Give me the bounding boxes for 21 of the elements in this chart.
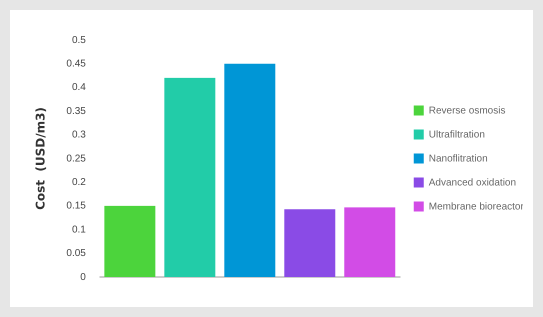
y-tick-label: 0.3 [72,130,86,141]
y-tick-label: 0.4 [72,82,86,94]
legend-label: Nanoflitration [428,153,488,164]
bar [344,207,396,277]
y-tick-label: 0.2 [72,176,86,188]
y-tick-label: 0.35 [66,106,86,117]
legend-label: Ultrafiltration [428,129,485,140]
y-tick-label: 0 [80,272,86,283]
bar [104,206,156,277]
y-tick-label: 0.45 [66,58,86,70]
y-tick-label: 0.5 [72,34,86,46]
legend-label: Advanced oxidation [428,177,516,188]
y-tick-label: 0.15 [66,200,86,212]
bar [224,64,276,277]
y-tick-label: 0.05 [66,248,86,260]
legend-label: Reverse osmosis [428,105,506,116]
y-axis-title: Cost (USD/m3) [33,107,48,210]
bar [164,78,216,277]
y-tick-label: 0.25 [66,153,86,164]
y-tick-label: 0.1 [72,224,86,236]
bar [284,209,336,277]
